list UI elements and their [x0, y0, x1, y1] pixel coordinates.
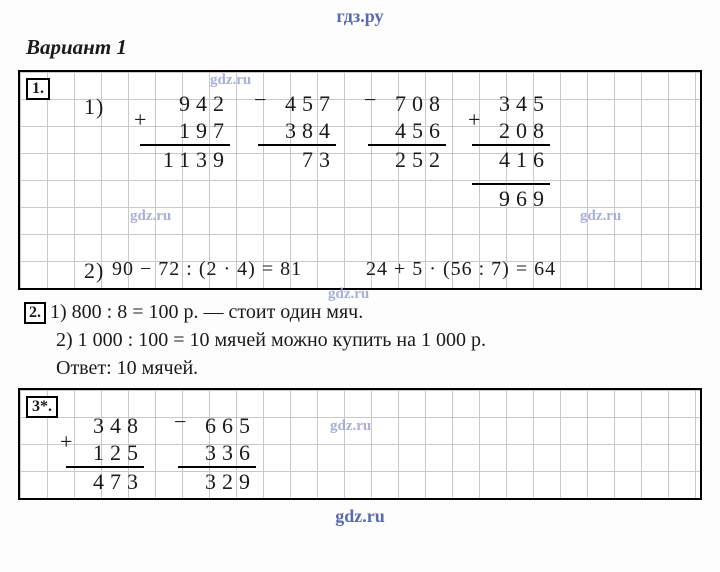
watermark-icon: gdz.ru — [130, 208, 171, 225]
result: 473 — [66, 466, 144, 493]
operand-a: 942 — [140, 90, 230, 117]
result: 1139 — [140, 144, 230, 171]
operand-a: 708 — [368, 90, 446, 117]
calc-col-4: 345 208 416 969 — [472, 90, 550, 210]
result: 73 — [258, 144, 336, 171]
task2-number: 2. — [24, 302, 46, 324]
operand-a: 345 — [472, 90, 550, 117]
task2-line2: 2) 1 000 : 100 = 10 мячей можно купить н… — [24, 326, 702, 354]
operand-a: 457 — [258, 90, 336, 117]
calc3-col-1: 348 125 473 — [66, 412, 144, 493]
task1-number: 1. — [26, 78, 50, 100]
watermark-icon: gdz.ru — [210, 72, 251, 89]
intermediate: 416 — [472, 144, 550, 171]
calc-col-3: 708 456 252 — [368, 90, 446, 171]
watermark-icon: gdz.ru — [330, 418, 371, 435]
variant-title: Вариант 1 — [18, 33, 702, 70]
footer-watermark: gdz.ru — [18, 500, 702, 527]
task1-box: 1. gdz.ru gdz.ru gdz.ru 1) + 942 197 113… — [18, 70, 702, 290]
task3-number: 3*. — [26, 396, 58, 418]
operand-b: 336 — [178, 439, 256, 466]
calc-col-2: 457 384 73 — [258, 90, 336, 171]
watermark-icon: gdz.ru — [580, 208, 621, 225]
operand-b: 456 — [368, 117, 446, 144]
result: 252 — [368, 144, 446, 171]
part2-index: 2) — [84, 258, 104, 284]
result: 329 — [178, 466, 256, 493]
calc-col-1: 942 197 1139 — [140, 90, 230, 171]
equation-right: 24 + 5 · (56 : 7) = 64 — [366, 258, 556, 281]
task2-answer: Ответ: 10 мячей. — [24, 354, 702, 382]
operand-b: 197 — [140, 117, 230, 144]
line-text: 800 : 8 = 100 р. — стоит один мяч. — [72, 301, 364, 323]
task3-box: 3*. gdz.ru + 348 125 473 − 665 336 329 — [18, 388, 702, 500]
operand-b: 125 — [66, 439, 144, 466]
task2-line1: 2.1) 800 : 8 = 100 р. — стоит один мяч. — [24, 298, 702, 326]
line-prefix: 2) — [56, 329, 78, 351]
operand-b: 384 — [258, 117, 336, 144]
operand-a: 665 — [178, 412, 256, 439]
line-prefix: 1) — [50, 301, 72, 323]
part1-index: 1) — [84, 94, 104, 120]
site-header: гдз.ру — [18, 4, 702, 33]
calc3-col-2: 665 336 329 — [178, 412, 256, 493]
operand-a: 348 — [66, 412, 144, 439]
result: 969 — [472, 183, 550, 210]
operand-b: 208 — [472, 117, 550, 144]
equation-left: 90 − 72 : (2 · 4) = 81 — [112, 258, 302, 281]
line-text: 1 000 : 100 = 10 мячей можно купить на 1… — [78, 329, 486, 351]
page: гдз.ру Вариант 1 1. gdz.ru gdz.ru gdz.ru… — [0, 0, 720, 572]
task2-block: 2.1) 800 : 8 = 100 р. — стоит один мяч. … — [18, 298, 702, 382]
